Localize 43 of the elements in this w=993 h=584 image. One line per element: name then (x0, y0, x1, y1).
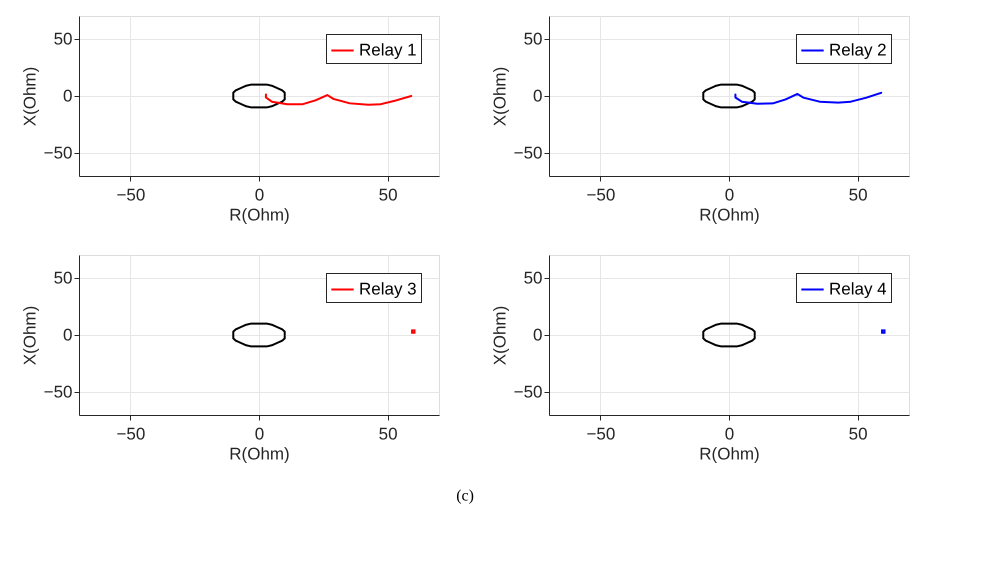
y-tick-label: 50 (54, 29, 72, 48)
x-tick-label: 50 (378, 186, 398, 204)
y-tick-label: −50 (514, 144, 542, 163)
y-tick-label: −50 (514, 382, 542, 402)
y-tick-label: 50 (524, 268, 542, 288)
y-tick-label: 50 (54, 268, 72, 288)
x-axis-title: R(Ohm) (229, 444, 290, 464)
y-tick-label: 50 (524, 29, 542, 48)
line-series (232, 322, 286, 348)
x-axis-title: R(Ohm) (699, 444, 760, 464)
text: (c) (456, 488, 474, 504)
x-tick-label: 50 (378, 424, 398, 444)
legend-label: Relay 4 (829, 280, 887, 298)
y-tick-label: −50 (44, 144, 72, 163)
x-tick-label: 50 (848, 424, 868, 444)
legend-label: Relay 1 (359, 40, 417, 60)
x-tick-label: 0 (254, 186, 264, 204)
y-axis-title: X(Ohm) (20, 306, 40, 366)
y-tick-label: 0 (63, 86, 72, 106)
y-axis-title: X(Ohm) (490, 66, 510, 126)
line-series (702, 322, 756, 348)
line-series (264, 94, 412, 106)
legend-label: Relay 2 (829, 40, 887, 60)
x-tick-label: 0 (254, 424, 264, 444)
legend-label: Relay 3 (359, 280, 417, 298)
y-tick-label: 0 (533, 86, 542, 106)
x-axis-title: R(Ohm) (699, 206, 760, 224)
y-tick-label: 0 (533, 326, 542, 344)
x-tick-label: 0 (724, 186, 734, 204)
line-series (232, 84, 286, 108)
x-tick-label: −50 (116, 186, 146, 204)
x-tick-label: 0 (724, 424, 734, 444)
x-tick-label: −50 (116, 424, 146, 444)
x-tick-label: 50 (848, 186, 868, 204)
y-axis-title: X(Ohm) (20, 66, 40, 126)
line-series (702, 84, 756, 108)
x-axis-title: R(Ohm) (229, 206, 290, 224)
line-series (734, 92, 882, 105)
y-tick-label: −50 (44, 382, 72, 402)
y-tick-label: 0 (63, 326, 72, 344)
x-tick-label: −50 (586, 424, 616, 444)
x-tick-label: −50 (586, 186, 616, 204)
y-axis-title: X(Ohm) (490, 306, 510, 366)
